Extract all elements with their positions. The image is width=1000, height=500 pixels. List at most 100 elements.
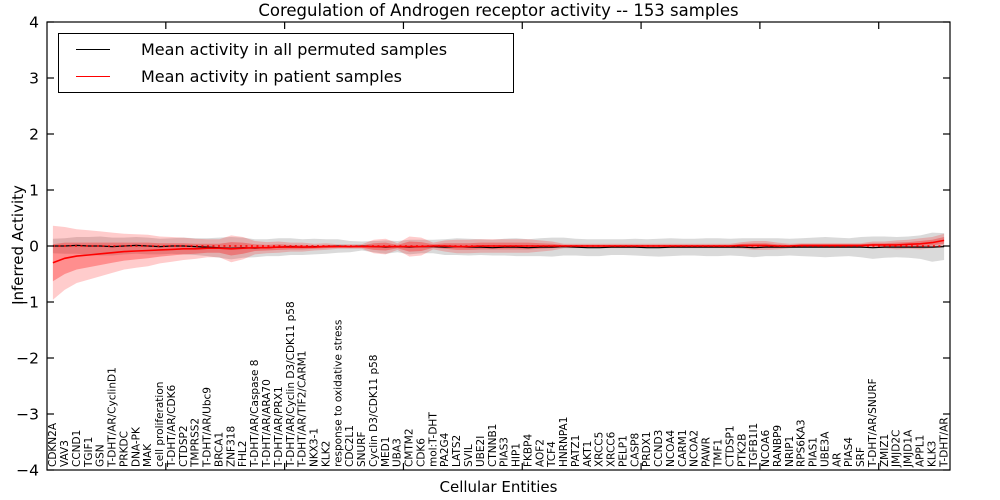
x-category-label: AKT1 <box>582 441 594 467</box>
x-category-label: T-DHT/AR/Cyclin D3/CDK11 p58 <box>285 301 297 468</box>
x-category-label: XRCC6 <box>606 431 618 467</box>
x-category-label: ZNF318 <box>225 426 237 467</box>
x-category-label: PIAS1 <box>808 437 820 467</box>
x-axis-label: Cellular Entities <box>439 478 558 496</box>
patient-line-swatch-icon <box>76 76 110 78</box>
y-tick-label: 2 <box>29 126 39 144</box>
y-tick-label: 1 <box>29 182 39 200</box>
patient-std-band-outer <box>52 225 945 300</box>
x-category-label: PTK2B <box>736 433 748 467</box>
x-category-label: response to oxidative stress <box>332 320 344 467</box>
x-category-label: CASP8 <box>629 433 641 467</box>
x-category-label: NCOA2 <box>689 430 701 467</box>
x-category-label: VAV3 <box>59 440 71 467</box>
x-category-label: T-DHT/AR/SNURF <box>867 378 879 468</box>
x-category-label: T-DHT/AR/Ubc9 <box>202 387 214 468</box>
x-category-label: CTDSP1 <box>724 425 736 467</box>
x-category-label: LATS2 <box>451 435 463 467</box>
x-category-label: JMJD1A <box>903 429 915 468</box>
x-category-label: NRIP1 <box>784 436 796 467</box>
y-tick-label: 3 <box>29 70 39 88</box>
x-category-label: KLK2 <box>320 441 332 467</box>
y-tick-label: −1 <box>16 294 39 312</box>
patient-std-band-inner <box>52 237 945 282</box>
x-category-label: FHL2 <box>237 441 249 467</box>
x-category-label: PATZ1 <box>570 435 582 467</box>
x-category-label: RANBP9 <box>772 425 784 467</box>
x-category-label: HIP1 <box>511 443 523 467</box>
x-category-label: NCOA4 <box>665 430 677 467</box>
x-category-label: PRKDC <box>118 431 130 467</box>
x-category-label: Cyclin D3/CDK11 p58 <box>368 355 380 467</box>
x-category-label: RPS6KA3 <box>796 419 808 467</box>
x-category-label: JMJD2C <box>891 430 903 468</box>
x-category-label: T-DHT/AR/CyclinD1 <box>107 367 119 468</box>
x-category-label: PAWR <box>701 437 713 467</box>
x-category-label: CCND1 <box>71 430 83 467</box>
x-category-label: PIAS4 <box>843 437 855 467</box>
x-category-label: CDC2L1 <box>344 425 356 467</box>
x-category-label: NCOA6 <box>760 430 772 467</box>
permuted-mean-line <box>52 244 945 249</box>
x-category-label: TGIF1 <box>83 437 95 468</box>
y-tick-label: 4 <box>29 14 39 32</box>
x-category-label: UBA3 <box>392 438 404 467</box>
x-category-label: PRDX1 <box>641 431 653 467</box>
x-category-label: CCND3 <box>653 430 665 467</box>
x-category-label: XRCC5 <box>594 432 606 467</box>
y-tick-label: −4 <box>16 462 39 480</box>
x-category-label: PA2G4 <box>439 432 451 467</box>
x-category-label: cell proliferation <box>154 382 166 467</box>
x-category-label: AOF2 <box>534 439 546 467</box>
x-category-label: TMPRSS2 <box>190 418 202 468</box>
x-category-label: GSN <box>95 444 107 467</box>
x-category-label: SRF <box>855 447 867 467</box>
x-category-label: FKBP4 <box>522 434 534 467</box>
x-category-label: SNURF <box>356 431 368 467</box>
x-category-label: HNRNPA1 <box>558 417 570 467</box>
x-category-label: PELP1 <box>617 435 629 467</box>
x-category-label: BRCA1 <box>213 432 225 467</box>
x-category-label: T-DHT/AR/ARA70 <box>261 379 273 468</box>
x-category-label: CARM1 <box>677 429 689 467</box>
x-category-label: ZMIZ1 <box>879 434 891 467</box>
x-category-label: TMF1 <box>713 439 725 468</box>
patient-mean-line <box>52 239 945 264</box>
x-category-label: T-DHT/AR <box>938 417 950 468</box>
x-category-label: PIAS3 <box>499 437 511 467</box>
x-category-label: CMTM2 <box>404 428 416 467</box>
x-category-label: T-DHT/AR/CDK6 <box>166 385 178 468</box>
x-category-label: TCF4 <box>546 441 558 468</box>
x-category-label: mol:T-DHT <box>427 412 439 467</box>
x-category-label: TGFB1I1 <box>748 423 760 468</box>
legend: Mean activity in all permuted samples Me… <box>58 33 514 93</box>
x-category-label: SVIL <box>463 444 475 467</box>
y-tick-label: 0 <box>29 238 39 256</box>
legend-label-permuted: Mean activity in all permuted samples <box>141 39 448 59</box>
x-category-label: T-DHT/AR/PRX1 <box>273 386 285 468</box>
chart-title: Coregulation of Androgen receptor activi… <box>258 1 739 20</box>
y-tick-label: −3 <box>16 406 39 424</box>
permuted-line-swatch-icon <box>76 48 110 50</box>
x-category-label: NKX3-1 <box>309 428 321 467</box>
x-category-label: CDK6 <box>415 438 427 467</box>
legend-label-patient: Mean activity in patient samples <box>141 67 402 87</box>
x-category-label: CDKN2A <box>47 422 59 467</box>
y-axis-label: Inferred Activity <box>9 185 27 305</box>
x-category-label: AR <box>831 453 843 467</box>
x-category-label: MAK <box>142 443 154 467</box>
x-category-label: KLK3 <box>926 441 938 467</box>
x-category-label: CTDSP2 <box>178 425 190 467</box>
x-category-label: CTNNB1 <box>487 424 499 467</box>
legend-item-patient: Mean activity in patient samples <box>59 63 513 90</box>
x-category-label: APPL1 <box>914 435 926 467</box>
x-category-label: T-DHT/AR/TIF2/CARM1 <box>297 350 309 468</box>
legend-item-permuted: Mean activity in all permuted samples <box>59 36 513 63</box>
y-tick-label: −2 <box>16 350 39 368</box>
x-category-label: T-DHT/AR/Caspase 8 <box>249 360 261 468</box>
x-category-label: DNA-PK <box>130 426 142 467</box>
x-category-label: UBE3A <box>819 431 831 467</box>
x-category-label: UBE2I <box>475 436 487 467</box>
